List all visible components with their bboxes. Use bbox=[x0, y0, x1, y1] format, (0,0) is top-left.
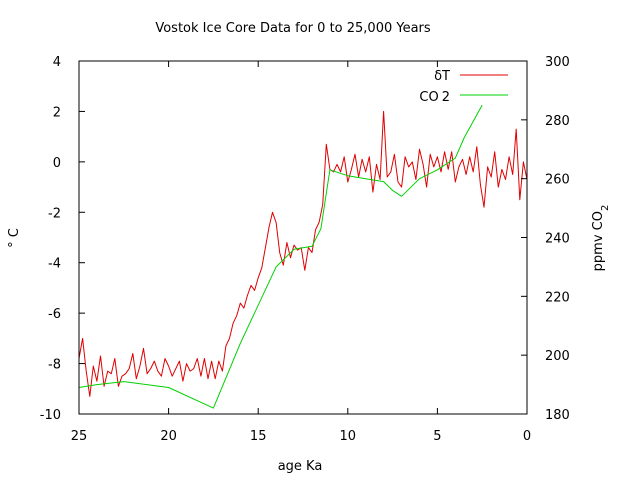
x-tick-label: 10 bbox=[340, 429, 357, 444]
y-left-tick-label: -6 bbox=[48, 307, 61, 322]
y-left-axis-label: ° C bbox=[7, 228, 22, 248]
y-left-tick-label: 4 bbox=[53, 55, 61, 70]
plot-frame bbox=[78, 60, 528, 415]
chart-title: Vostok Ice Core Data for 0 to 25,000 Yea… bbox=[155, 21, 431, 36]
series-line-dt bbox=[78, 110, 528, 397]
x-tick-label: 20 bbox=[160, 429, 177, 444]
legend-label-co2: CO 2 bbox=[419, 90, 450, 105]
legend-label-co2-sub: 2 bbox=[442, 90, 450, 105]
y-right-tick-label: 200 bbox=[545, 349, 570, 364]
y-right-axis-label: ppmv CO2 bbox=[591, 205, 611, 272]
x-axis-ticks: 25 20 15 10 5 0 bbox=[71, 61, 531, 444]
series-line-co2 bbox=[78, 104, 483, 409]
y-right-axis-label-main: ppmv CO bbox=[591, 211, 606, 271]
y-right-tick-label: 280 bbox=[545, 114, 570, 129]
legend: δT CO 2 bbox=[419, 69, 508, 105]
y-right-tick-label: 300 bbox=[545, 55, 570, 70]
x-tick-label: 0 bbox=[523, 429, 531, 444]
y-left-tick-label: 0 bbox=[53, 156, 61, 171]
y-right-axis-ticks: 300 280 260 240 220 200 180 bbox=[521, 55, 570, 423]
x-tick-label: 5 bbox=[433, 429, 441, 444]
series-layer bbox=[78, 104, 528, 409]
y-left-tick-label: -2 bbox=[48, 206, 61, 221]
y-right-tick-label: 220 bbox=[545, 290, 570, 305]
y-left-tick-label: -4 bbox=[48, 257, 61, 272]
x-tick-label: 15 bbox=[250, 429, 267, 444]
y-right-tick-label: 240 bbox=[545, 232, 570, 247]
y-left-tick-label: -8 bbox=[48, 358, 61, 373]
y-right-tick-label: 260 bbox=[545, 173, 570, 188]
legend-label-dt: δT bbox=[434, 69, 450, 84]
y-right-tick-label: 180 bbox=[545, 408, 570, 423]
x-axis-label: age Ka bbox=[278, 459, 323, 474]
x-tick-label: 25 bbox=[71, 429, 88, 444]
y-left-axis-ticks: 4 2 0 -2 -4 -6 -8 -10 bbox=[40, 55, 85, 423]
y-left-tick-label: 2 bbox=[53, 105, 61, 120]
y-left-tick-label: -10 bbox=[40, 408, 61, 423]
legend-label-co2-main: CO bbox=[419, 90, 438, 105]
y-right-axis-label-sub: 2 bbox=[600, 205, 611, 211]
